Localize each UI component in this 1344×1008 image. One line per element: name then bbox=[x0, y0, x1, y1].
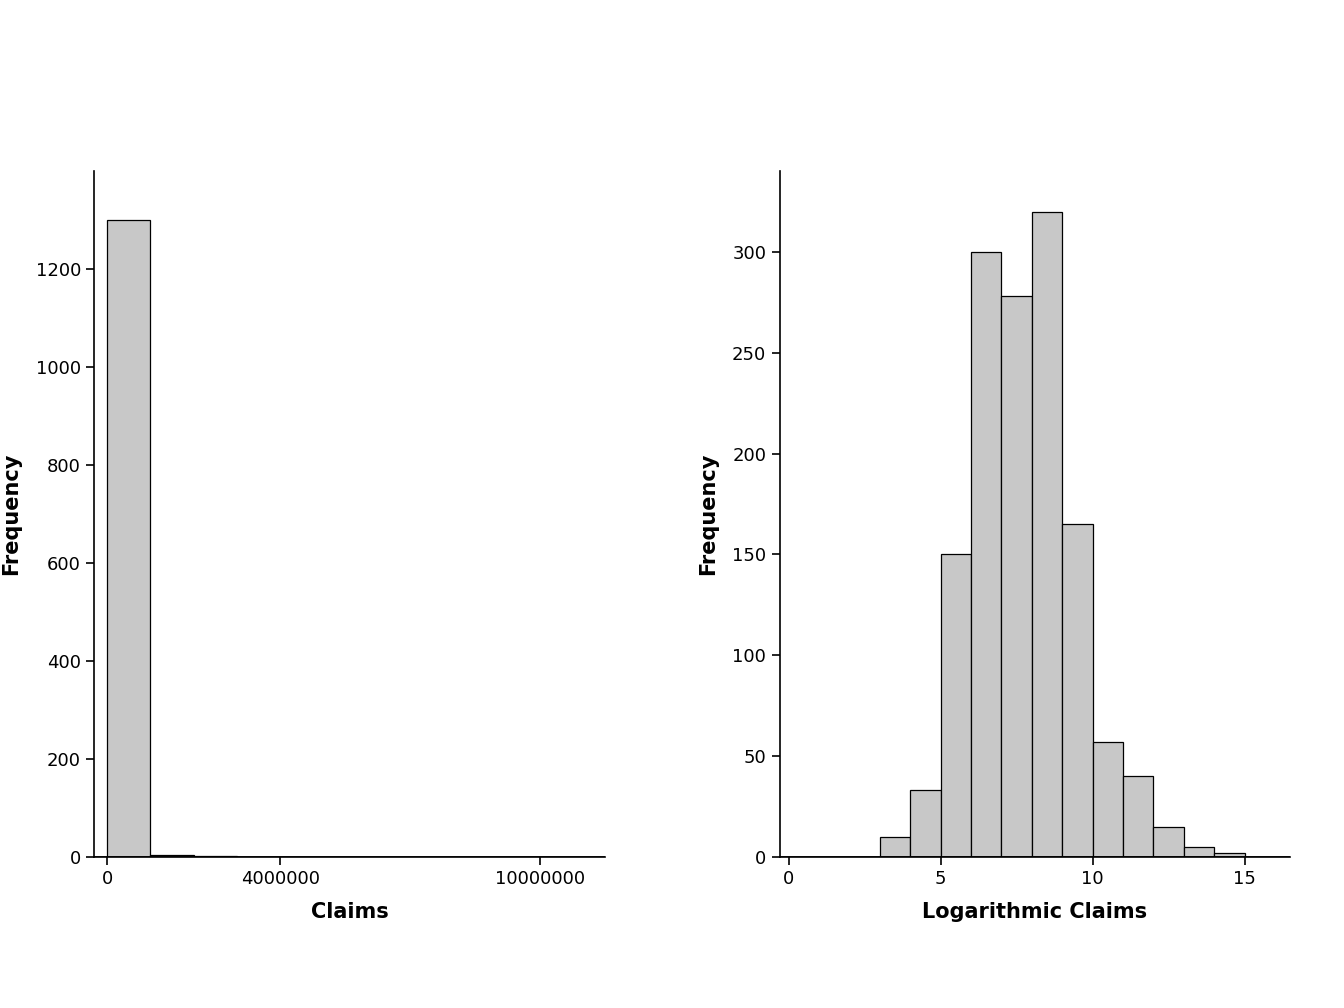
Bar bbox=[1184, 847, 1214, 857]
Bar bbox=[941, 554, 970, 857]
X-axis label: Logarithmic Claims: Logarithmic Claims bbox=[922, 902, 1148, 922]
Y-axis label: Frequency: Frequency bbox=[1, 453, 22, 576]
Bar bbox=[1124, 776, 1153, 857]
Bar bbox=[1062, 524, 1093, 857]
Bar bbox=[1001, 296, 1032, 857]
Bar bbox=[151, 856, 194, 857]
Bar bbox=[910, 790, 941, 857]
Bar bbox=[108, 221, 151, 857]
Bar bbox=[1093, 742, 1124, 857]
Bar bbox=[880, 837, 910, 857]
Bar bbox=[1032, 212, 1062, 857]
Bar bbox=[970, 252, 1001, 857]
Bar bbox=[1153, 827, 1184, 857]
X-axis label: Claims: Claims bbox=[310, 902, 388, 922]
Y-axis label: Frequency: Frequency bbox=[698, 453, 718, 576]
Bar bbox=[1214, 853, 1245, 857]
